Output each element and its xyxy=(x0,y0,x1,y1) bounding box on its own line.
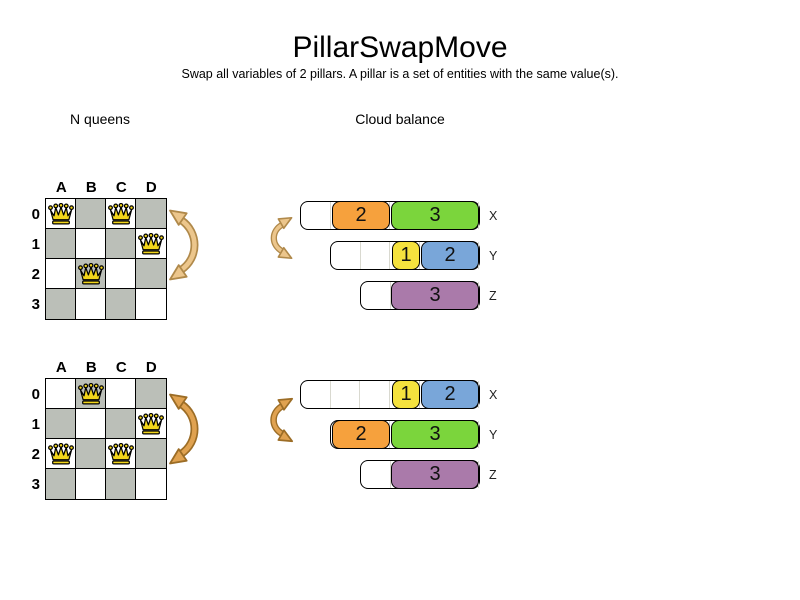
board-cell xyxy=(136,469,166,499)
page-title: PillarSwapMove xyxy=(292,31,508,64)
column-label: D xyxy=(145,179,158,196)
capacity-cell xyxy=(361,242,391,269)
row-label: 2 xyxy=(31,265,40,283)
process-block: 2 xyxy=(332,419,390,449)
board-cell xyxy=(46,379,76,409)
row-label: 1 xyxy=(31,235,40,253)
board-cell xyxy=(106,439,136,469)
column-label: A xyxy=(55,179,68,196)
column-label: C xyxy=(115,179,128,196)
process-block: 2 xyxy=(421,379,479,409)
board-cell xyxy=(76,439,106,469)
row-label: 3 xyxy=(31,295,40,313)
board-cell xyxy=(136,379,166,409)
swap-arrow-icon xyxy=(169,209,199,281)
board-corner xyxy=(29,360,47,378)
row-label: 1 xyxy=(31,415,40,433)
column-label: B xyxy=(85,179,98,196)
board-grid xyxy=(45,378,167,500)
column-label: A xyxy=(55,359,68,376)
process-block: 3 xyxy=(391,419,479,449)
column-label: D xyxy=(145,359,158,376)
page-subtitle: Swap all variables of 2 pillars. A pilla… xyxy=(181,67,619,81)
board-cell xyxy=(136,199,166,229)
process-block: 2 xyxy=(421,240,479,270)
swap-arrow-icon xyxy=(270,397,294,443)
board-cell xyxy=(106,199,136,229)
computer-label: Z xyxy=(489,288,497,303)
board-cell xyxy=(106,409,136,439)
process-block: 2 xyxy=(332,200,390,230)
board-cell xyxy=(46,289,76,319)
board-cell xyxy=(136,439,166,469)
board-cell xyxy=(76,409,106,439)
computer-label: Z xyxy=(489,467,497,482)
board-cell xyxy=(46,199,76,229)
process-block: 3 xyxy=(391,200,479,230)
board-cell xyxy=(106,229,136,259)
capacity-cell xyxy=(361,282,391,309)
computer-label: Y xyxy=(489,427,498,442)
section-header-n-queens: N queens xyxy=(70,111,130,127)
board-row-labels: 0 1 2 3 xyxy=(27,380,45,501)
computer-label: X xyxy=(489,387,498,402)
section-header-cloud-balance: Cloud balance xyxy=(355,111,445,127)
capacity-cell xyxy=(331,242,361,269)
board-cell xyxy=(106,379,136,409)
board-cell xyxy=(76,289,106,319)
board-cell xyxy=(46,439,76,469)
capacity-cell xyxy=(360,381,391,408)
process-block: 3 xyxy=(391,459,479,489)
board-cell xyxy=(136,409,166,439)
process-block: 3 xyxy=(391,280,479,310)
board-cell xyxy=(76,259,106,289)
board-cell xyxy=(106,259,136,289)
board-cell xyxy=(106,289,136,319)
computer-z: 3 xyxy=(360,280,480,310)
computer-label: Y xyxy=(489,248,498,263)
capacity-cell xyxy=(301,381,331,408)
computer-label: X xyxy=(489,208,498,223)
row-label: 2 xyxy=(31,445,40,463)
board-cell xyxy=(76,199,106,229)
row-label: 0 xyxy=(31,385,40,403)
capacity-cell xyxy=(331,381,361,408)
board-row-labels: 0 1 2 3 xyxy=(27,200,45,321)
board-cell xyxy=(46,469,76,499)
process-block: 1 xyxy=(392,379,420,409)
swap-arrow-icon xyxy=(270,216,293,260)
board-cell xyxy=(76,469,106,499)
process-block: 1 xyxy=(392,240,420,270)
board-cell xyxy=(76,379,106,409)
board-cell xyxy=(136,259,166,289)
board-cell xyxy=(46,259,76,289)
board-cell xyxy=(76,229,106,259)
swap-arrow-icon xyxy=(169,393,199,465)
board-cell xyxy=(46,409,76,439)
capacity-cell xyxy=(301,202,331,229)
board-cell xyxy=(46,229,76,259)
row-label: 3 xyxy=(31,475,40,493)
computer-z: 3 xyxy=(360,459,480,489)
board-cell xyxy=(136,289,166,319)
board-corner xyxy=(29,180,47,198)
board-cell xyxy=(136,229,166,259)
column-label: B xyxy=(85,359,98,376)
row-label: 0 xyxy=(31,205,40,223)
capacity-cell xyxy=(361,461,391,488)
column-label: C xyxy=(115,359,128,376)
board-cell xyxy=(106,469,136,499)
board-grid xyxy=(45,198,167,320)
